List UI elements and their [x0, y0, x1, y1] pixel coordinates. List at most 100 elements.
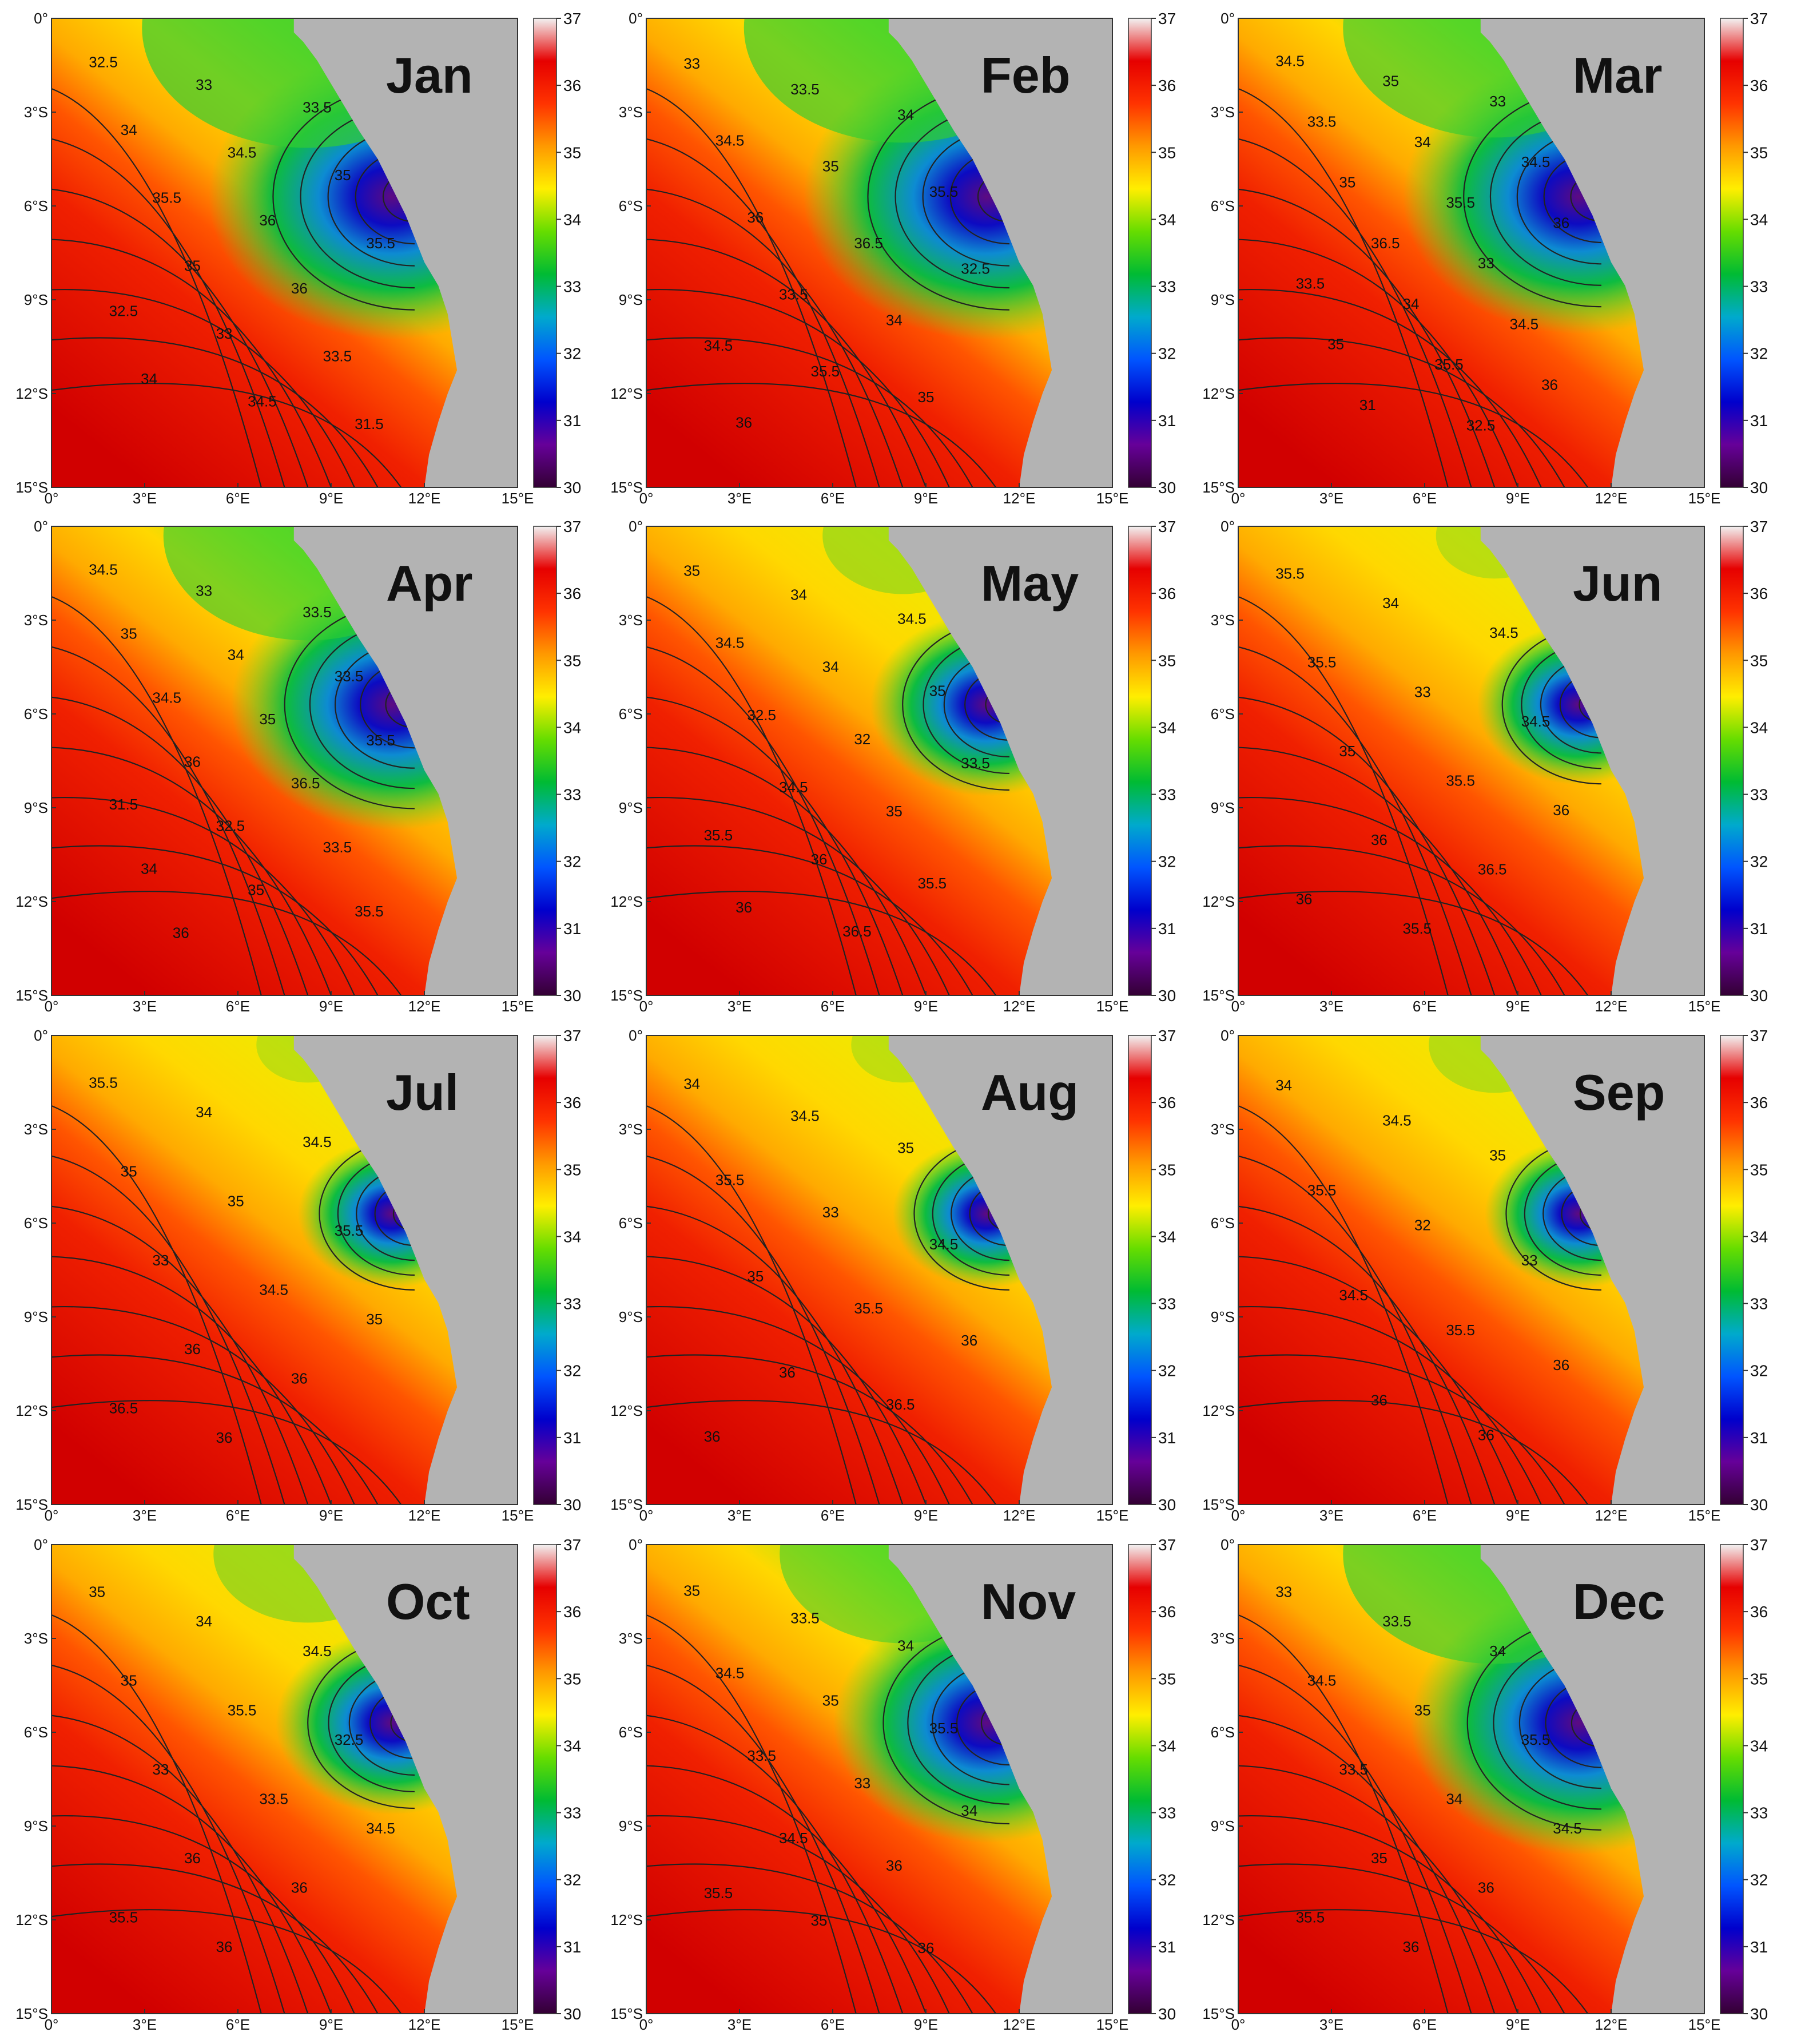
land-mask — [1480, 18, 1704, 487]
isohaline-line — [51, 1354, 379, 1505]
colorbar-tick-label: 37 — [563, 10, 581, 27]
map-frame — [646, 526, 1113, 996]
map-frame — [646, 1544, 1113, 2014]
y-tick-label: 0° — [34, 518, 48, 535]
month-label: Sep — [1573, 1064, 1665, 1121]
x-tick-label: 12°E — [1595, 1507, 1628, 1524]
contour-label: 34.5 — [1509, 315, 1538, 332]
isohaline-line — [646, 796, 950, 995]
y-tick-label: 12°S — [1202, 385, 1235, 402]
contour-label: 35.5 — [704, 827, 733, 844]
colorbar-tick-label: 37 — [1750, 518, 1768, 535]
x-tick-label: 3°E — [727, 2016, 752, 2033]
y-tick-label: 9°S — [24, 1817, 48, 1835]
contour-label: 35 — [822, 157, 839, 174]
contour-label: 34.5 — [704, 337, 733, 354]
month-label: Mar — [1573, 47, 1663, 104]
contour-label: 36 — [216, 1938, 233, 1955]
contour-label: 34.5 — [1521, 713, 1550, 730]
colorbar — [1720, 18, 1744, 488]
colorbar-tick-label: 33 — [1750, 1804, 1768, 1822]
isohaline-line — [51, 1400, 402, 1505]
month-label: Feb — [981, 47, 1070, 104]
isohaline-line — [51, 1256, 332, 1505]
map-frame — [51, 526, 518, 996]
x-tick-label: 12°E — [1003, 998, 1036, 1015]
colorbar-tick-label: 35 — [1158, 144, 1176, 161]
contour-label: 35 — [1339, 743, 1355, 760]
contour-label: 34 — [1446, 1791, 1462, 1808]
y-tick-label: 9°S — [24, 799, 48, 816]
colorbar-tick-label: 33 — [1158, 786, 1176, 804]
y-tick-label: 9°S — [619, 1817, 643, 1835]
colorbar-tick-label: 30 — [1750, 479, 1768, 497]
isohaline-line — [1238, 1714, 1496, 2014]
isohaline-line — [646, 1305, 950, 1505]
colorbar-tick-label: 37 — [1158, 1027, 1176, 1045]
land-mask — [293, 1035, 518, 1505]
isohaline-line — [646, 1614, 857, 2014]
colorbar-tick-label: 33 — [1750, 1295, 1768, 1313]
y-tick-label: 9°S — [24, 291, 48, 308]
colorbar-tick-label: 30 — [1750, 2005, 1768, 2023]
contour-label: 33.5 — [961, 755, 990, 772]
x-tick-label: 15°E — [1096, 2016, 1129, 2033]
isohaline-line — [51, 1815, 355, 2014]
isohaline-line — [51, 747, 332, 995]
x-tick-label: 0° — [639, 1507, 654, 1524]
contour-label: 32 — [854, 731, 870, 748]
colorbar-tick-label: 30 — [563, 2005, 581, 2023]
colorbar-tick-label: 30 — [1158, 2005, 1176, 2023]
colorbar-tick-label: 31 — [1750, 920, 1768, 938]
x-tick-label: 3°E — [133, 490, 157, 507]
y-tick-label: 12°S — [610, 1402, 643, 1419]
contour-label: 36 — [291, 1879, 308, 1896]
contour-label: 33.5 — [1307, 113, 1337, 130]
y-tick-label: 12°S — [1202, 1911, 1235, 1928]
x-tick-label: 9°E — [319, 998, 343, 1015]
y-tick-label: 3°S — [619, 1121, 643, 1138]
contour-label: 36 — [1371, 1391, 1387, 1408]
y-tick-label: 3°S — [24, 612, 48, 629]
colorbar-tick-label: 33 — [563, 1295, 581, 1313]
contour-label: 34 — [683, 1075, 700, 1093]
contour-label: 36.5 — [1478, 861, 1507, 878]
month-label: Jul — [386, 1064, 459, 1121]
contour-label: 35.5 — [1403, 920, 1432, 937]
contour-label: 34 — [141, 860, 157, 877]
contour-label: 32.5 — [747, 707, 776, 724]
contour-label: 31.5 — [109, 796, 138, 813]
contour-label: 33 — [854, 1775, 870, 1792]
contour-label: 35 — [683, 562, 700, 580]
colorbar — [533, 1544, 557, 2014]
y-tick-label: 15°S — [1202, 2005, 1235, 2022]
colorbar-tick-label: 35 — [563, 1670, 581, 1688]
isohaline-line — [51, 1205, 309, 1505]
y-tick-label: 6°S — [619, 705, 643, 723]
x-tick-label: 12°E — [408, 998, 441, 1015]
land-mask — [1480, 526, 1704, 995]
y-tick-label: 3°S — [24, 104, 48, 121]
x-tick-label: 3°E — [133, 1507, 157, 1524]
colorbar-tick-label: 31 — [1158, 920, 1176, 938]
colorbar-tick-label: 34 — [1750, 1228, 1768, 1245]
contour-label: 34.5 — [897, 610, 927, 628]
x-tick-label: 6°E — [821, 490, 845, 507]
isohaline-line — [1238, 1664, 1472, 2014]
y-tick-label: 3°S — [619, 104, 643, 121]
contour-label: 36 — [811, 851, 828, 868]
contour-label: 34.5 — [1489, 624, 1518, 641]
isohaline-line — [1238, 646, 1472, 995]
colorbar-tick-label: 33 — [1750, 278, 1768, 296]
y-tick-label: 0° — [1220, 1536, 1235, 1553]
x-tick-label: 15°E — [502, 490, 534, 507]
isohaline-line — [1238, 696, 1496, 995]
y-tick-label: 0° — [34, 10, 48, 27]
x-tick-label: 15°E — [1096, 490, 1129, 507]
x-tick-label: 9°E — [319, 1507, 343, 1524]
y-tick-label: 15°S — [1202, 1496, 1235, 1513]
contour-label: 32.5 — [89, 53, 118, 70]
contour-label: 34.5 — [228, 144, 257, 161]
